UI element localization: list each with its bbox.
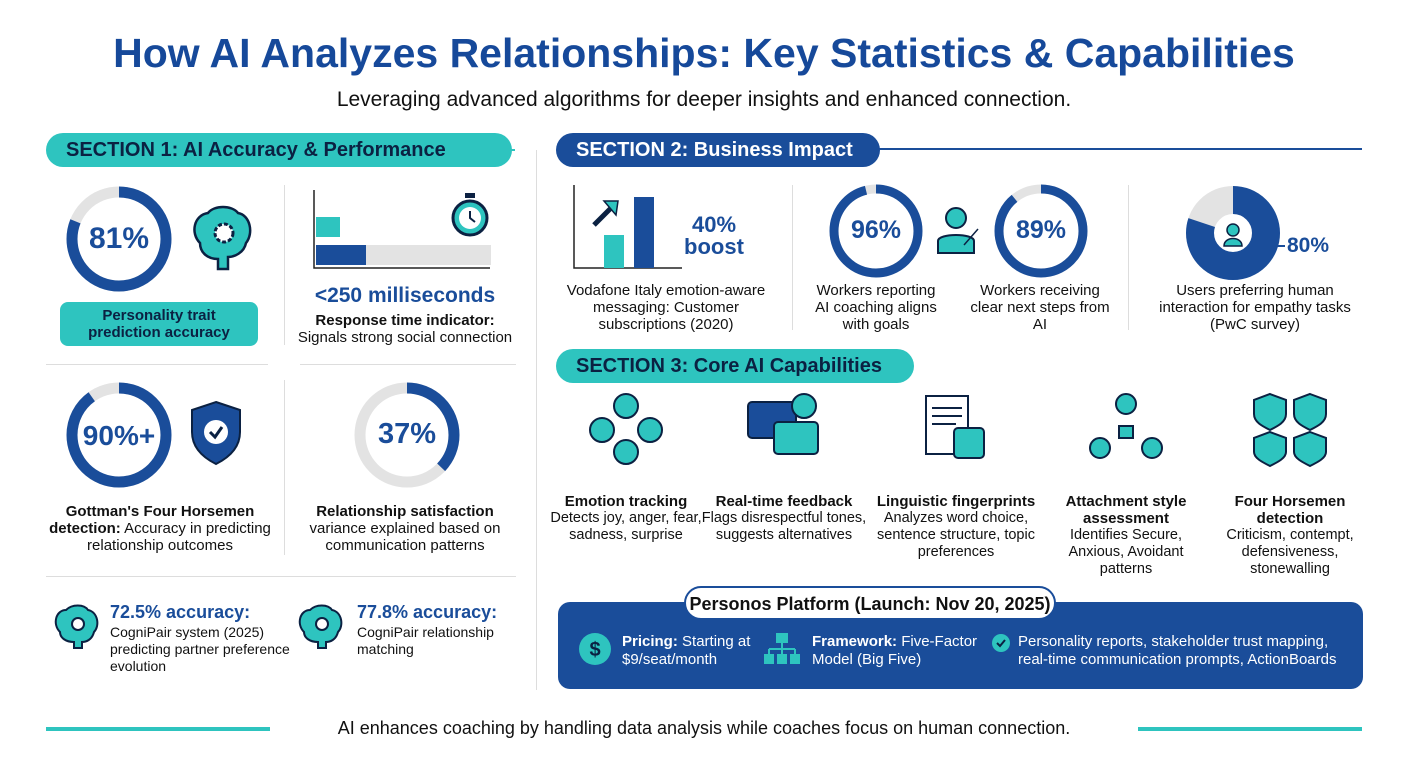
cognipair2-desc: CogniPair relationship matching [357, 624, 494, 657]
capability-desc: Identifies Secure, Anxious, Avoidant pat… [1068, 527, 1184, 577]
workers2-desc: Workers receiving clear next steps from … [970, 282, 1110, 333]
ring-fill [66, 382, 172, 488]
pricing-label: Pricing: [622, 633, 678, 650]
capability-title: Attachment style assessment [1065, 493, 1187, 527]
divider [46, 576, 516, 577]
divider [1128, 185, 1129, 330]
workers1-ring [829, 184, 923, 278]
capability-desc: Criticism, contempt, defensiveness, ston… [1226, 527, 1354, 577]
framework-text: Framework: Five-Factor Model (Big Five) [812, 633, 982, 669]
document-fingerprint-icon [925, 395, 985, 459]
capability-title: Four Horsemen detection [1234, 493, 1346, 527]
footer-line-left [46, 727, 270, 731]
capability-desc: Flags disrespectful tones, suggests alte… [701, 510, 867, 543]
capability-item: Linguistic fingerprints Analyzes word ch… [871, 392, 1041, 561]
dollar-icon: $ [579, 633, 611, 665]
people-network-icon [1089, 393, 1163, 459]
platform-title: Personos Platform (Launch: Nov 20, 2025) [684, 586, 1056, 620]
section1-heading: SECTION 1: AI Accuracy & Performance [46, 133, 512, 167]
section3-heading: SECTION 3: Core AI Capabilities [556, 349, 914, 383]
response-bar-chart [313, 190, 491, 269]
personality-label: Personality trait prediction accuracy [60, 302, 258, 346]
cognipair2-title: 77.8% accuracy: [357, 602, 498, 622]
gottman-desc: Accuracy in predicting relationship outc… [87, 520, 271, 554]
svg-text:$: $ [589, 639, 600, 661]
workers2-value: 89% [1015, 216, 1067, 244]
satisfaction-value: 37% [377, 418, 437, 450]
satisfaction-title: Relationship satisfaction [316, 503, 494, 520]
shields-icon [1253, 392, 1327, 468]
pricing-text: Pricing: Starting at $9/seat/month [622, 633, 752, 669]
capability-title: Emotion tracking [564, 493, 688, 510]
brain-gear-icon [298, 604, 343, 649]
pricing-value: Starting at $9/seat/month [622, 633, 751, 668]
ring-fill [994, 184, 1088, 278]
section2-heading: SECTION 2: Business Impact [556, 133, 880, 167]
vodafone-value2: boost [684, 234, 744, 259]
cognipair1-title: 72.5% accuracy: [110, 602, 251, 622]
divider [878, 148, 1362, 150]
framework-label: Framework: [812, 633, 898, 650]
footer-line-right [1138, 727, 1362, 731]
users-desc: Users preferring human interaction for e… [1159, 282, 1351, 333]
gottman-text: Gottman's Four Horsemen detection: Accur… [40, 503, 280, 554]
capability-item: Four Horsemen detection Criticism, conte… [1205, 392, 1375, 578]
cognipair1-desc: CogniPair system (2025) predicting partn… [110, 624, 290, 674]
workers2-ring [994, 184, 1088, 278]
chat-feedback-icon [747, 393, 819, 455]
person-coach-icon [937, 207, 979, 254]
response-value: <250 milliseconds [314, 284, 496, 307]
workers1-value: 96% [850, 216, 902, 244]
capability-item: Emotion tracking Detects joy, anger, fea… [541, 392, 711, 544]
capability-item: Attachment style assessment Identifies S… [1041, 392, 1211, 578]
vodafone-value: 40% [691, 212, 737, 237]
ring-fill [1186, 186, 1280, 280]
gottman-value: 90%+ [82, 420, 156, 451]
capability-desc: Analyzes word choice, sentence structure… [877, 510, 1035, 560]
capability-title: Linguistic fingerprints [876, 493, 1036, 510]
response-title: Response time indicator: [315, 312, 495, 329]
divider [792, 185, 793, 330]
users-value: 80% [1287, 234, 1330, 257]
capability-desc: Detects joy, anger, fear, sadness, surpr… [550, 510, 702, 543]
response-desc: Signals strong social connection [297, 329, 513, 346]
hierarchy-icon [764, 633, 800, 664]
gottman-title: Gottman's Four Horsemen detection: [49, 503, 255, 537]
capability-item: Real-time feedback Flags disrespectful t… [699, 392, 869, 544]
divider [300, 364, 516, 365]
personality-ring [66, 186, 172, 292]
satisfaction-ring [354, 382, 460, 488]
brain-gear-icon [54, 604, 99, 649]
features-text: Personality reports, stakeholder trust m… [1018, 633, 1337, 668]
emotion-faces-icon [589, 393, 663, 465]
vodafone-desc: Vodafone Italy emotion-aware messaging: … [566, 282, 766, 333]
personality-value: 81% [88, 222, 150, 255]
users-donut [1186, 186, 1280, 280]
framework-value: Five-Factor Model (Big Five) [812, 633, 978, 668]
ring-fill [66, 186, 172, 292]
gottman-ring [66, 382, 172, 488]
brain-gear-icon [193, 205, 252, 271]
page-subtitle: Leveraging advanced algorithms for deepe… [336, 88, 1072, 111]
leader-line [1265, 245, 1285, 247]
divider [284, 185, 285, 345]
satisfaction-desc: variance explained based on communicatio… [309, 520, 501, 554]
divider [284, 380, 285, 555]
workers1-desc: Workers reporting AI coaching aligns wit… [815, 282, 937, 333]
stopwatch-icon [451, 193, 489, 237]
footer-text: AI enhances coaching by handling data an… [337, 718, 1071, 738]
growth-bar-icon [573, 185, 682, 269]
page-title: How AI Analyzes Relationships: Key Stati… [113, 30, 1295, 76]
ring-fill [829, 184, 923, 278]
divider [536, 150, 537, 690]
shield-check-icon [191, 400, 241, 466]
ring-fill [354, 382, 460, 488]
divider [46, 364, 268, 365]
divider [505, 149, 515, 151]
check-circle-icon [992, 634, 1010, 652]
capability-title: Real-time feedback [715, 493, 853, 510]
